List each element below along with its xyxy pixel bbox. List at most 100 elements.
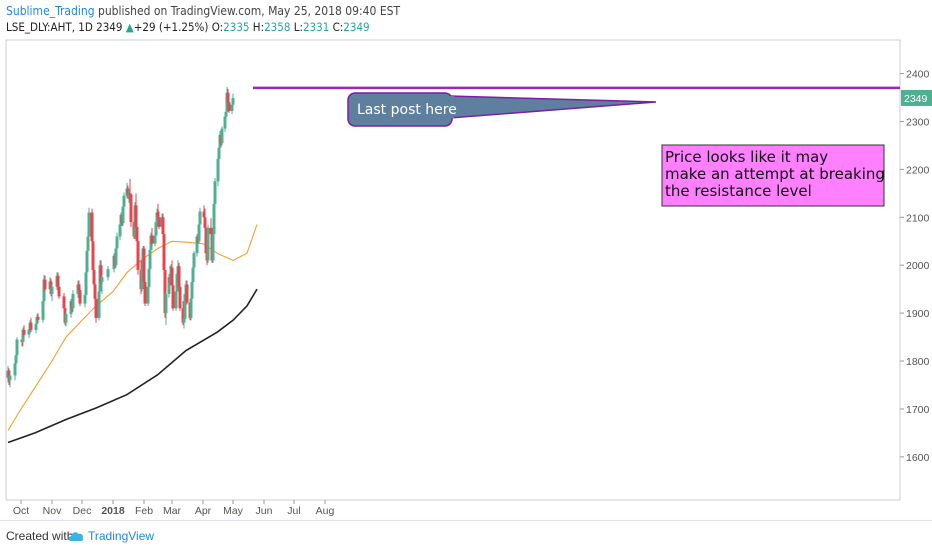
high-value: 2358 bbox=[264, 20, 291, 34]
candle-body bbox=[22, 329, 26, 335]
candle bbox=[220, 126, 224, 146]
price-axis[interactable]: 1600 1700 1800 1900 2000 2100 2200 2300 2400 2349 bbox=[900, 69, 932, 464]
tradingview-link[interactable]: TradingView bbox=[88, 529, 155, 543]
candle bbox=[85, 246, 89, 276]
candle-body bbox=[99, 265, 103, 282]
low-label: L: bbox=[293, 20, 303, 34]
candle bbox=[8, 371, 12, 388]
candle-body bbox=[91, 241, 95, 270]
candle bbox=[140, 266, 144, 292]
candle bbox=[198, 207, 202, 228]
candle-body bbox=[198, 211, 202, 225]
candle bbox=[204, 224, 208, 256]
candle bbox=[142, 246, 146, 285]
candle-body bbox=[122, 195, 126, 207]
candle bbox=[175, 270, 179, 294]
candle bbox=[170, 260, 174, 290]
price-chart[interactable]: 1600 1700 1800 1900 2000 2100 2200 2300 2400 2349… bbox=[0, 38, 932, 520]
last-price-label: 2349 bbox=[904, 93, 928, 105]
candle bbox=[97, 289, 101, 321]
time-tick-label: Oct bbox=[13, 505, 29, 517]
candle-body bbox=[90, 212, 94, 242]
candle bbox=[190, 279, 194, 303]
candle bbox=[114, 245, 118, 268]
note-text-line: make an attempt at breaking bbox=[665, 165, 885, 183]
up-arrow-icon: ▲ bbox=[125, 20, 134, 34]
candle bbox=[203, 208, 207, 231]
candle-body bbox=[231, 97, 235, 105]
candle-body bbox=[64, 314, 68, 323]
open-value: 2335 bbox=[223, 20, 250, 34]
time-tick-label: Jul bbox=[287, 505, 300, 517]
candle-body bbox=[97, 291, 101, 318]
candle-body bbox=[192, 253, 196, 268]
candle-body bbox=[162, 234, 166, 270]
time-tick-label: Aug bbox=[316, 505, 335, 517]
candle-body bbox=[212, 203, 216, 235]
high-label: H: bbox=[252, 20, 265, 34]
candle-body bbox=[143, 281, 147, 304]
candle-body bbox=[206, 227, 210, 261]
candle-body bbox=[178, 286, 182, 309]
candle-body bbox=[202, 211, 206, 218]
candle-body bbox=[209, 227, 213, 235]
candle-body bbox=[121, 206, 125, 224]
candle bbox=[148, 246, 152, 273]
candle bbox=[134, 193, 138, 232]
candle-body bbox=[118, 224, 122, 237]
symbol-label: LSE_DLY:AHT, 1D bbox=[6, 20, 93, 34]
candle-body bbox=[224, 111, 228, 117]
candle bbox=[189, 296, 193, 321]
candle bbox=[156, 203, 160, 220]
author-link[interactable]: Sublime_Trading bbox=[6, 4, 95, 18]
note-box[interactable] bbox=[661, 144, 885, 207]
candle bbox=[154, 219, 158, 239]
candle bbox=[29, 317, 33, 333]
candle bbox=[174, 289, 178, 311]
last-price: 2349 bbox=[96, 20, 123, 34]
candle bbox=[35, 314, 39, 328]
ohlc-legend: LSE_DLY:AHT, 1D 2349 ▲+29 (+1.25%) O:233… bbox=[6, 20, 370, 34]
price-tick-label: 1700 bbox=[906, 404, 930, 416]
candle-body bbox=[35, 316, 39, 324]
candle-body bbox=[129, 194, 133, 223]
candle-body bbox=[182, 318, 186, 323]
candle-body bbox=[220, 128, 224, 144]
candle-body bbox=[115, 236, 119, 249]
candle bbox=[209, 218, 213, 237]
candle-body bbox=[56, 275, 60, 287]
candle bbox=[41, 298, 45, 323]
candle-body bbox=[8, 375, 12, 381]
candle-body bbox=[190, 281, 194, 299]
candle-body bbox=[183, 293, 187, 319]
candle-body bbox=[21, 329, 25, 342]
candle bbox=[146, 284, 150, 306]
candle bbox=[90, 208, 94, 244]
candle bbox=[64, 310, 68, 327]
candle-body bbox=[136, 241, 140, 270]
candle-body bbox=[181, 308, 185, 323]
annotations-layer: Last post here Price looks like it maymak… bbox=[347, 92, 885, 207]
ma200-layer bbox=[7, 288, 258, 444]
candle-body bbox=[84, 272, 88, 295]
candle bbox=[127, 188, 131, 203]
candle-body bbox=[148, 249, 152, 270]
candle bbox=[15, 337, 19, 359]
close-value: 2349 bbox=[343, 20, 370, 34]
candle bbox=[161, 213, 165, 237]
candle-body bbox=[50, 286, 54, 294]
created-with-label: Created with bbox=[6, 529, 74, 543]
candle bbox=[36, 313, 40, 323]
change-value: +29 (+1.25%) bbox=[133, 20, 209, 34]
candle-body bbox=[57, 286, 61, 297]
footer: Created with TradingView bbox=[0, 520, 932, 551]
candle-body bbox=[189, 298, 193, 318]
candle-body bbox=[191, 267, 195, 282]
candle bbox=[84, 270, 88, 298]
candle-body bbox=[154, 222, 158, 236]
candle-body bbox=[34, 323, 38, 330]
candle-body bbox=[177, 266, 181, 287]
candle bbox=[185, 280, 189, 305]
time-axis[interactable]: Oct Nov Dec 2018 Feb Mar Apr May Jun Jul Aug bbox=[13, 500, 335, 517]
candle bbox=[13, 361, 17, 381]
